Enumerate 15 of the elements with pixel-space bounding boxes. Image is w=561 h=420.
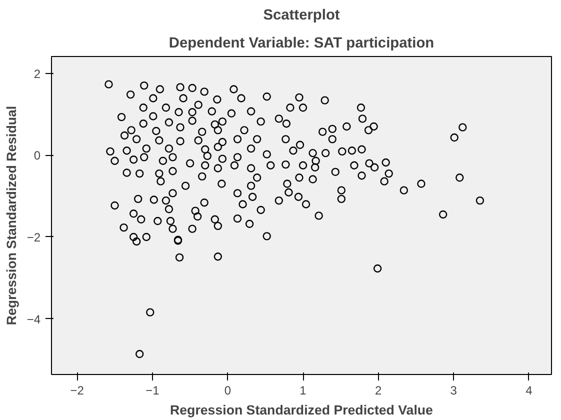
y-tick-label: 2 bbox=[34, 66, 41, 81]
chart-title: Scatterplot bbox=[263, 8, 340, 24]
y-tick-label: −4 bbox=[26, 312, 41, 326]
x-tick-label: 0 bbox=[224, 384, 232, 398]
x-tick-label: −2 bbox=[70, 384, 84, 398]
x-tick-label: 2 bbox=[374, 384, 382, 398]
y-axis-title: Regression Standardized Residual bbox=[4, 106, 19, 326]
chart-subtitle: Dependent Variable: SAT participation bbox=[168, 36, 434, 52]
x-tick-label: 3 bbox=[450, 384, 458, 398]
x-axis-title: Regression Standardized Predicted Value bbox=[170, 402, 433, 418]
y-tick-label: 0 bbox=[34, 148, 41, 163]
x-tick-label: 4 bbox=[526, 384, 533, 398]
y-tick-label: −2 bbox=[26, 230, 41, 244]
x-tick-label: 1 bbox=[300, 384, 307, 398]
x-tick-label: −1 bbox=[146, 384, 160, 398]
